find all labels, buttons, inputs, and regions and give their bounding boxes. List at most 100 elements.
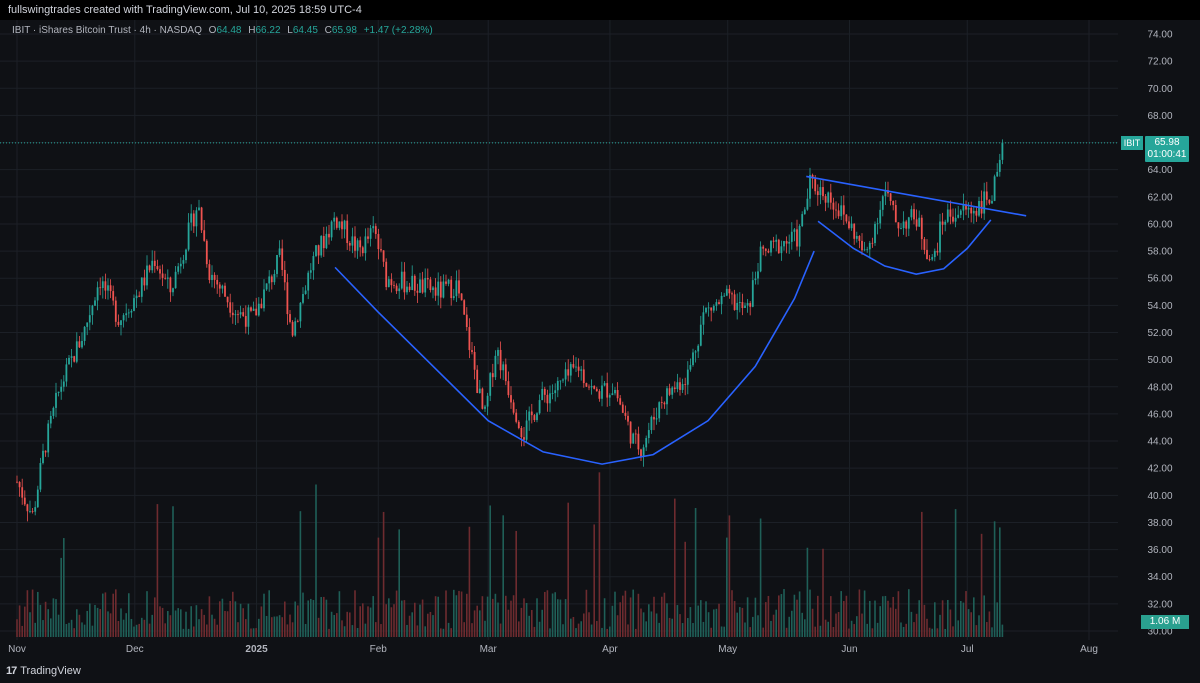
candle-body <box>608 395 611 398</box>
candle-body <box>863 249 866 251</box>
candle-body <box>764 248 767 251</box>
candle-body <box>330 221 333 238</box>
candle-body <box>497 349 499 356</box>
candle-body <box>442 281 445 298</box>
candle-body <box>187 222 190 250</box>
volume-bar <box>897 591 900 637</box>
candle-body <box>276 254 278 274</box>
volume-bar <box>718 603 720 637</box>
candle-body <box>283 269 286 283</box>
candle-body <box>515 412 518 422</box>
volume-bar <box>229 600 231 637</box>
candle-body <box>900 228 902 229</box>
low-value: 64.45 <box>292 25 318 36</box>
footer-branding[interactable]: 17 TradingView <box>6 665 81 677</box>
volume-bar <box>247 603 250 637</box>
candle-body <box>715 302 718 306</box>
candle-body <box>166 277 169 279</box>
volume-bar <box>884 595 887 637</box>
candle-body <box>720 295 723 305</box>
candle-body <box>894 205 897 223</box>
candle-body <box>484 406 486 409</box>
candle-body <box>627 415 629 422</box>
volume-bar <box>336 613 338 637</box>
volume-bar <box>297 605 299 637</box>
volume-bar <box>648 604 650 637</box>
volume-bar <box>900 622 902 637</box>
candle-body <box>725 288 728 296</box>
candle-body <box>296 321 299 323</box>
volume-bar <box>492 598 494 637</box>
volume-bar <box>809 589 811 637</box>
tradingview-logo-icon: 17 <box>6 665 17 677</box>
candle-body <box>403 271 406 293</box>
candle-body <box>104 281 107 291</box>
candle-body <box>577 366 580 371</box>
volume-bar <box>949 609 952 637</box>
candle-body <box>291 321 294 336</box>
candle-body <box>224 285 226 297</box>
volume-bar <box>723 626 725 637</box>
candle-body <box>304 290 307 295</box>
volume-bar <box>596 620 598 637</box>
volume-bar <box>232 591 234 637</box>
volume-bar <box>772 614 775 637</box>
volume-bar <box>411 612 413 637</box>
candle-body <box>406 286 408 293</box>
price-tick-label: 44.00 <box>1147 437 1172 448</box>
volume-bar <box>401 600 403 637</box>
volume-bar <box>29 612 31 637</box>
volume-bar <box>395 590 398 637</box>
candle-body <box>481 388 484 409</box>
candle-body <box>281 248 284 270</box>
candle-body <box>512 402 515 413</box>
candle-body <box>413 275 416 291</box>
candle-body <box>905 221 908 229</box>
candle-body <box>946 209 949 222</box>
candle-body <box>746 303 749 306</box>
candle-body <box>205 240 208 265</box>
volume-bar <box>161 607 164 637</box>
volume-bar <box>853 624 855 637</box>
price-tick-label: 40.00 <box>1147 491 1172 502</box>
volume-bar <box>928 627 931 637</box>
candle-body <box>541 388 544 401</box>
volume-bar <box>879 606 881 637</box>
volume-bar <box>876 622 879 637</box>
candle-body <box>447 279 450 284</box>
candle-body <box>1001 142 1004 160</box>
candle-body <box>164 277 167 279</box>
volume-bar <box>739 607 741 637</box>
candle-body <box>705 308 707 313</box>
volume-bar <box>466 593 468 637</box>
candle-body <box>874 223 876 244</box>
volume-bar <box>16 619 18 637</box>
volume-bar <box>349 612 351 637</box>
candle-body <box>954 217 957 222</box>
candle-body <box>941 221 944 225</box>
volume-bar <box>663 592 666 637</box>
candle-body <box>783 241 785 247</box>
last-price-tag: 65.98 01:00:41 <box>1145 136 1189 162</box>
volume-bar <box>733 601 736 637</box>
volume-bar <box>570 618 572 637</box>
volume-bar <box>304 624 307 637</box>
volume-bar <box>975 625 978 637</box>
candle-body <box>377 233 380 250</box>
volume-bar <box>177 608 179 637</box>
volume-bar <box>861 613 863 637</box>
volume-bar <box>37 591 39 637</box>
volume-bar <box>835 613 837 637</box>
candle-body <box>393 285 395 286</box>
price-chart[interactable]: 74.0072.0070.0068.0066.0064.0062.0060.00… <box>0 20 1200 683</box>
volume-bar <box>954 509 957 637</box>
volume-bar <box>180 609 182 637</box>
time-tick-label: Apr <box>602 644 618 655</box>
price-tick-label: 48.00 <box>1147 382 1172 393</box>
volume-bar <box>242 608 244 637</box>
volume-bar <box>811 608 814 637</box>
volume-bar <box>564 599 567 637</box>
volume-bar <box>414 602 416 637</box>
volume-bar <box>549 628 551 637</box>
candle-body <box>302 294 304 303</box>
